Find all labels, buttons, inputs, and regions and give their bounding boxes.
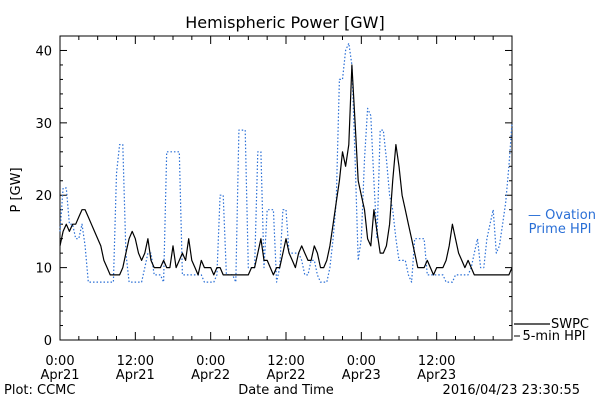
x-tick-time-label: 12:00 — [117, 354, 154, 369]
x-tick-time-label: 12:00 — [418, 354, 455, 369]
x-axis-label: Date and Time — [238, 383, 334, 398]
x-tick-date-label: Apr23 — [342, 368, 381, 383]
y-tick-label: 20 — [35, 189, 52, 204]
chart-title: Hemispheric Power [GW] — [185, 13, 384, 32]
y-tick-label: 10 — [35, 262, 52, 277]
x-tick-date-label: Apr21 — [116, 368, 155, 383]
x-tick-time-label: 0:00 — [45, 354, 74, 369]
plot-timestamp: 2016/04/23 23:30:55 — [443, 383, 580, 398]
y-tick-label: 30 — [35, 117, 52, 132]
plot-frame — [59, 35, 513, 341]
y-tick-label: 0 — [44, 334, 52, 349]
x-tick-date-label: Apr22 — [191, 368, 230, 383]
x-tick-time-label: 0:00 — [196, 354, 225, 369]
swpc-series-line — [59, 64, 513, 276]
legend-swpc-label-2: 5-min HPI — [522, 329, 585, 344]
x-tick-date-label: Apr21 — [40, 368, 79, 383]
plot-credit: Plot: CCMC — [4, 383, 75, 398]
ovation-prime-series-line — [59, 42, 513, 283]
x-tick-date-label: Apr23 — [417, 368, 456, 383]
x-tick-date-label: Apr22 — [266, 368, 305, 383]
legend-ovation-label-2: Prime HPI — [529, 222, 592, 237]
x-axis-ticks: 0:00Apr2112:00Apr210:00Apr2212:00Apr220:… — [40, 36, 494, 383]
y-tick-label: 40 — [35, 44, 52, 59]
x-tick-time-label: 0:00 — [347, 354, 376, 369]
x-tick-time-label: 12:00 — [267, 354, 304, 369]
y-axis-ticks: 0 10 20 30 40 — [35, 35, 512, 349]
legend-ovation-label: — Ovation — [528, 208, 596, 223]
legend-swpc-label: SWPC — [551, 317, 589, 332]
series-layer — [59, 42, 513, 283]
y-axis-label: P [GW] — [9, 167, 24, 212]
